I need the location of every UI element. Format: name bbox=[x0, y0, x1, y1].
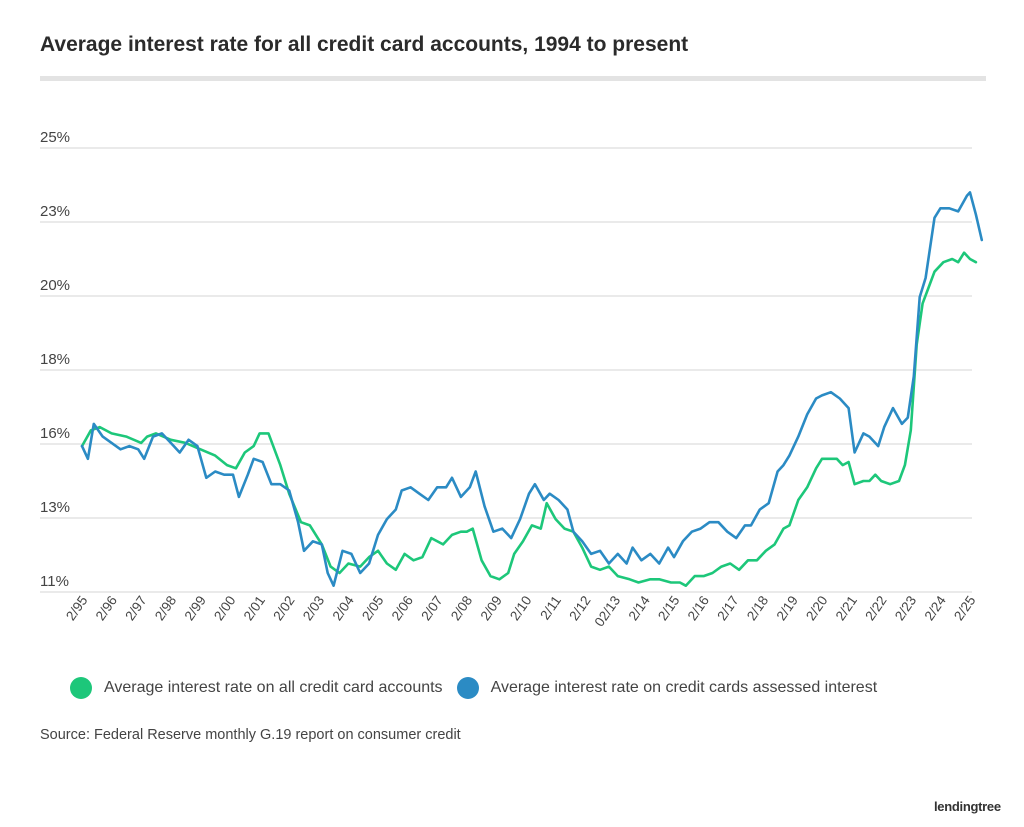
x-tick-label: 2/01 bbox=[241, 593, 268, 623]
legend-swatch-green bbox=[70, 677, 92, 699]
x-tick-label: 2/99 bbox=[181, 593, 208, 623]
x-tick-label: 2/06 bbox=[389, 593, 416, 623]
x-tick-label: 2/20 bbox=[803, 593, 830, 623]
x-tick-label: 2/11 bbox=[537, 593, 564, 622]
x-tick-label: 2/17 bbox=[714, 593, 741, 623]
y-tick-label: 16% bbox=[40, 425, 70, 442]
x-tick-label: 2/98 bbox=[152, 593, 179, 623]
y-tick-label: 23% bbox=[40, 203, 70, 220]
legend: Average interest rate on all credit card… bbox=[70, 677, 891, 699]
x-tick-label: 02/13 bbox=[592, 593, 624, 629]
x-tick-label: 2/24 bbox=[921, 593, 949, 624]
x-tick-label: 2/19 bbox=[773, 593, 800, 623]
x-tick-label: 2/14 bbox=[625, 593, 653, 624]
series-lines bbox=[80, 191, 984, 587]
x-tick-label: 2/15 bbox=[655, 593, 682, 623]
legend-label-all-accounts: Average interest rate on all credit card… bbox=[104, 679, 443, 696]
legend-swatch-blue bbox=[456, 677, 479, 699]
x-tick-label: 2/03 bbox=[300, 593, 327, 623]
x-tick-label: 2/05 bbox=[359, 593, 386, 623]
x-tick-label: 2/22 bbox=[862, 593, 889, 623]
series-line-all-accounts bbox=[80, 251, 978, 587]
x-tick-label: 2/07 bbox=[418, 593, 445, 623]
x-tick-label: 2/23 bbox=[892, 593, 919, 623]
series-line-assessed-interest bbox=[80, 191, 984, 587]
x-tick-label: 2/00 bbox=[211, 593, 238, 623]
x-tick-label: 2/04 bbox=[329, 593, 357, 624]
grid-lines bbox=[40, 147, 972, 593]
x-tick-label: 2/21 bbox=[833, 593, 860, 623]
y-axis-tick-labels: 25% 23% 20% 18% 16% 13% 11% bbox=[40, 129, 70, 590]
x-tick-label: 2/16 bbox=[685, 593, 712, 623]
x-tick-label: 2/18 bbox=[744, 593, 771, 623]
x-tick-label: 2/02 bbox=[270, 593, 297, 623]
x-tick-label: 2/08 bbox=[448, 593, 475, 623]
y-tick-label: 18% bbox=[40, 351, 70, 368]
x-tick-label: 2/09 bbox=[477, 593, 504, 623]
legend-label-assessed-interest: Average interest rate on credit cards as… bbox=[490, 679, 878, 696]
y-tick-label: 13% bbox=[40, 499, 70, 516]
y-tick-label: 25% bbox=[40, 129, 70, 146]
line-chart: 25%23%20%18%16%13%11% 2/95 2/96 2/97 2/98 2/… bbox=[40, 129, 984, 630]
x-tick-label: 2/96 bbox=[93, 593, 120, 623]
lendingtree-logo[interactable]: lendingtree bbox=[934, 799, 1001, 814]
title-divider bbox=[40, 76, 986, 81]
y-tick-label: 20% bbox=[40, 277, 70, 294]
x-tick-label: 2/10 bbox=[507, 593, 534, 623]
legend-item-assessed-interest[interactable]: Average interest rate on credit cards as… bbox=[456, 677, 878, 699]
y-tick-label: 11% bbox=[40, 573, 69, 590]
chart-title: Average interest rate for all credit car… bbox=[40, 33, 689, 56]
source-note: Source: Federal Reserve monthly G.19 rep… bbox=[40, 727, 461, 743]
x-tick-label: 2/12 bbox=[566, 593, 593, 623]
x-tick-label: 2/95 bbox=[63, 593, 90, 623]
x-tick-label: 2/25 bbox=[951, 593, 978, 623]
legend-item-all-accounts[interactable]: Average interest rate on all credit card… bbox=[70, 677, 443, 699]
x-tick-label: 2/97 bbox=[122, 593, 149, 623]
x-axis-tick-labels: 2/95 2/96 2/97 2/98 2/99 2/00 2/01 2/02 2/03 2/04… bbox=[63, 593, 978, 630]
